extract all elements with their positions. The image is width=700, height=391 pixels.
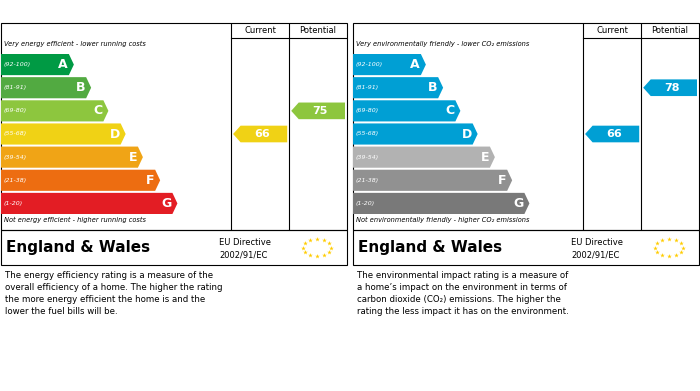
Text: A: A [58, 58, 68, 71]
Text: England & Wales: England & Wales [6, 240, 150, 255]
Text: E: E [480, 151, 489, 164]
Text: D: D [461, 127, 472, 140]
Text: EU Directive: EU Directive [571, 238, 623, 247]
Text: Not environmentally friendly - higher CO₂ emissions: Not environmentally friendly - higher CO… [356, 217, 529, 223]
Text: (55-68): (55-68) [356, 131, 379, 136]
Text: 78: 78 [664, 83, 680, 93]
Polygon shape [291, 102, 345, 119]
Text: 66: 66 [255, 129, 270, 139]
Text: 75: 75 [313, 106, 328, 116]
Text: (69-80): (69-80) [4, 108, 27, 113]
Text: Current: Current [596, 26, 628, 35]
Text: A: A [410, 58, 420, 71]
Text: (1-20): (1-20) [356, 201, 375, 206]
Text: Potential: Potential [652, 26, 689, 35]
Text: (39-54): (39-54) [356, 155, 379, 160]
Text: The environmental impact rating is a measure of
a home’s impact on the environme: The environmental impact rating is a mea… [357, 271, 568, 316]
Polygon shape [1, 54, 74, 75]
Polygon shape [643, 79, 697, 96]
Text: E: E [128, 151, 137, 164]
Polygon shape [353, 54, 426, 75]
Polygon shape [353, 124, 477, 145]
Text: 2002/91/EC: 2002/91/EC [219, 250, 267, 259]
Text: (81-91): (81-91) [4, 85, 27, 90]
Text: Very environmentally friendly - lower CO₂ emissions: Very environmentally friendly - lower CO… [356, 41, 529, 47]
Polygon shape [1, 147, 143, 168]
Text: (92-100): (92-100) [356, 62, 384, 67]
Text: 2002/91/EC: 2002/91/EC [571, 250, 620, 259]
Text: G: G [513, 197, 524, 210]
Text: (39-54): (39-54) [4, 155, 27, 160]
Text: (1-20): (1-20) [4, 201, 23, 206]
Text: F: F [146, 174, 154, 187]
Text: The energy efficiency rating is a measure of the
overall efficiency of a home. T: The energy efficiency rating is a measur… [5, 271, 223, 316]
Text: (92-100): (92-100) [4, 62, 32, 67]
Text: Current: Current [244, 26, 276, 35]
Text: C: C [445, 104, 454, 117]
Text: F: F [498, 174, 506, 187]
Text: England & Wales: England & Wales [358, 240, 502, 255]
Text: G: G [161, 197, 172, 210]
Polygon shape [233, 126, 287, 142]
Text: B: B [428, 81, 437, 94]
Text: (69-80): (69-80) [356, 108, 379, 113]
Polygon shape [1, 170, 160, 191]
Text: (21-38): (21-38) [4, 178, 27, 183]
Polygon shape [1, 193, 177, 214]
Polygon shape [1, 124, 125, 145]
Text: Very energy efficient - lower running costs: Very energy efficient - lower running co… [4, 41, 146, 47]
Polygon shape [353, 193, 529, 214]
Text: (55-68): (55-68) [4, 131, 27, 136]
Text: (21-38): (21-38) [356, 178, 379, 183]
Text: Environmental Impact (CO₂) Rating: Environmental Impact (CO₂) Rating [362, 5, 594, 18]
Text: EU Directive: EU Directive [219, 238, 271, 247]
Text: B: B [76, 81, 85, 94]
Polygon shape [353, 147, 495, 168]
Polygon shape [1, 100, 108, 122]
Text: (81-91): (81-91) [356, 85, 379, 90]
Text: 66: 66 [606, 129, 622, 139]
Polygon shape [585, 126, 639, 142]
Polygon shape [353, 77, 443, 98]
Polygon shape [1, 77, 91, 98]
Text: C: C [93, 104, 102, 117]
Polygon shape [353, 170, 512, 191]
Text: Potential: Potential [300, 26, 337, 35]
Polygon shape [353, 100, 461, 122]
Text: Not energy efficient - higher running costs: Not energy efficient - higher running co… [4, 217, 146, 223]
Text: D: D [109, 127, 120, 140]
Text: Energy Efficiency Rating: Energy Efficiency Rating [10, 5, 172, 18]
